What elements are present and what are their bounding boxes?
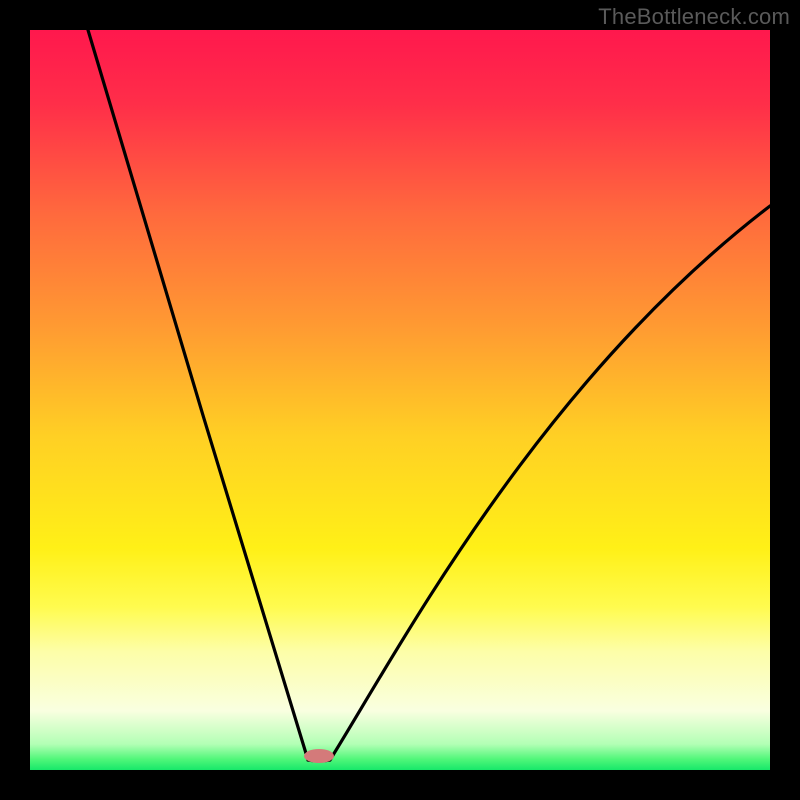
bottleneck-chart [30,30,770,770]
attribution-text: TheBottleneck.com [598,4,790,30]
plot-background [30,30,770,770]
optimum-marker [304,749,334,763]
chart-frame: TheBottleneck.com [0,0,800,800]
